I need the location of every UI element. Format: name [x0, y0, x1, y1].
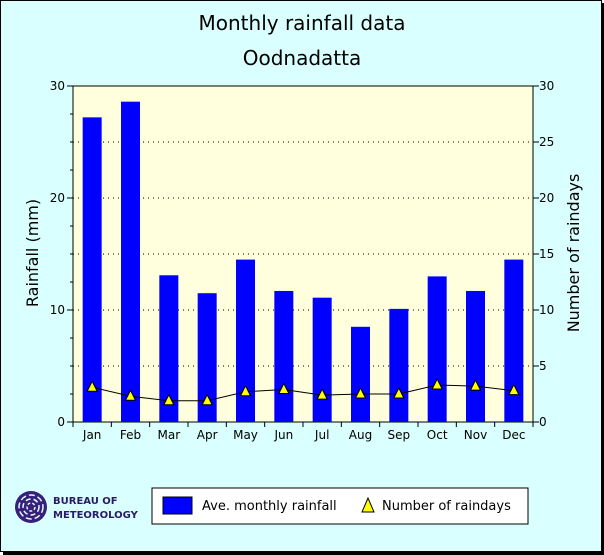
- bar-aug: [351, 326, 370, 422]
- raindays-marker-feb: [124, 389, 137, 401]
- bom-logo: Bureau of Meteorology: [15, 491, 139, 523]
- raindays-marker-jan: [86, 380, 98, 392]
- legend-label-raindays: Number of raindays: [382, 499, 511, 514]
- tick-label-apr: Apr: [197, 428, 218, 442]
- bar-sep: [389, 308, 409, 422]
- raindays-marker-oct: [431, 377, 443, 390]
- legend-bar-swatch: [162, 496, 193, 515]
- raindays-marker-jul: [316, 388, 328, 400]
- bar-nov: [466, 290, 485, 422]
- tick-label-right: 20: [539, 191, 554, 205]
- bom-swirl-icon: [15, 491, 47, 523]
- legend-triangle-icon: [361, 496, 375, 513]
- bar-dec: [504, 259, 524, 422]
- tick-label-sep: Sep: [388, 428, 411, 442]
- tick-label-mar: Mar: [158, 428, 181, 442]
- bom-line1: Bureau of: [53, 496, 118, 507]
- tick-label-right: 30: [539, 79, 554, 93]
- tick-label-right: 15: [539, 247, 554, 261]
- tick-label-feb: Feb: [120, 428, 141, 442]
- bar-jun: [274, 290, 294, 422]
- bar-series: [82, 101, 524, 423]
- tick-label-right: 25: [539, 135, 554, 149]
- bom-line2: Meteorology: [53, 510, 139, 521]
- tick-label-oct: Oct: [427, 428, 448, 442]
- raindays-series: [86, 377, 520, 406]
- raindays-marker-apr: [201, 393, 213, 406]
- raindays-marker-mar: [163, 393, 175, 406]
- tick-label-jul: Jul: [314, 428, 329, 442]
- legend: Ave. monthly rainfall Number of raindays: [151, 487, 529, 525]
- tick-label-dec: Dec: [502, 428, 525, 442]
- chart-title: Monthly rainfall data: [199, 11, 406, 35]
- chart-subtitle: Oodnadatta: [243, 46, 362, 70]
- bar-feb: [121, 101, 140, 423]
- tick-label-jan: Jan: [82, 428, 102, 442]
- raindays-marker-may: [239, 384, 252, 397]
- legend-label-rainfall: Ave. monthly rainfall: [202, 499, 337, 514]
- raindays-marker-aug: [354, 386, 367, 399]
- y-axis-label-right: Number of raindays: [564, 174, 583, 333]
- bar-mar: [159, 275, 179, 422]
- tick-label-right: 10: [539, 303, 554, 317]
- grid-lines: [73, 141, 533, 367]
- tick-label-jun: Jun: [273, 428, 293, 442]
- bar-jul: [312, 297, 332, 422]
- bar-jan: [82, 117, 102, 423]
- tick-label-left: 0: [57, 415, 65, 429]
- bar-apr: [197, 293, 217, 422]
- tick-label-may: May: [233, 428, 258, 442]
- bar-may: [236, 259, 255, 422]
- tick-label-right: 5: [539, 359, 547, 373]
- bar-oct: [427, 276, 447, 422]
- raindays-marker-nov: [469, 379, 482, 391]
- y-axis-label-left: Rainfall (mm): [23, 199, 42, 307]
- tick-label-right: 0: [539, 415, 547, 429]
- tick-label-left: 10: [50, 303, 65, 317]
- tick-label-left: 20: [50, 191, 65, 205]
- raindays-marker-dec: [508, 383, 520, 396]
- raindays-marker-jun: [278, 382, 290, 395]
- tick-label-aug: Aug: [349, 428, 372, 442]
- tick-label-left: 30: [50, 79, 65, 93]
- raindays-marker-sep: [393, 386, 405, 399]
- raindays-line: [92, 384, 514, 402]
- axes: 0 10 20 30 0 5 10 15 20 25 30 Jan Feb Mar Apr May Jun Jul…: [50, 79, 555, 442]
- tick-label-nov: Nov: [464, 428, 487, 442]
